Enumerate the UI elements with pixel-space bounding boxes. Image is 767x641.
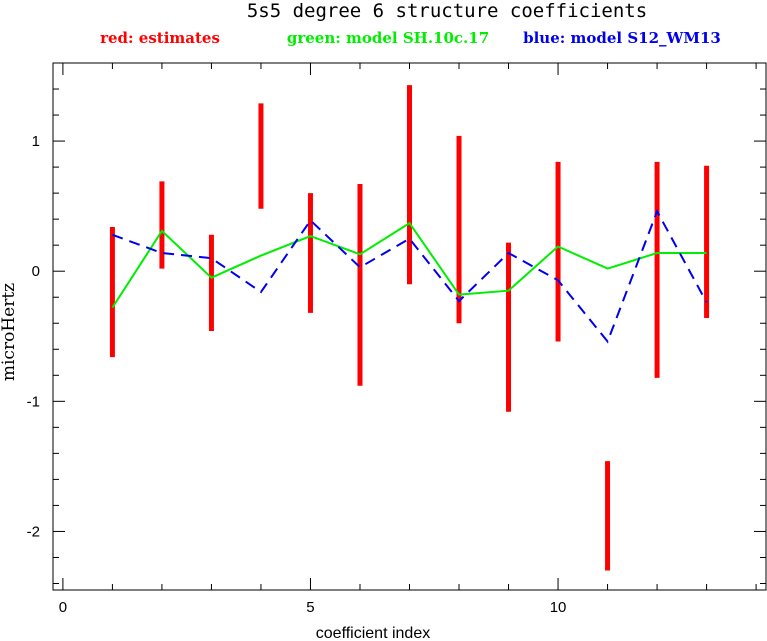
axes-layer: 0 5 10 -2 -1 0 1 [27,62,766,616]
x-tick-label: 0 [59,599,67,616]
legend-model-s12wm13: blue: model S12_WM13 [523,29,721,47]
x-axis-label: coefficient index [316,625,430,641]
model-sh10c17-line [111,221,707,309]
y-tick-label: 1 [32,133,40,150]
chart-title: 5s5 degree 6 structure coefficients [247,0,647,22]
legend-model-sh10c17: green: model SH.10c.17 [287,29,489,47]
model-lines-layer [111,208,708,344]
y-tick-label: -1 [27,393,40,410]
y-tick-label: 0 [32,263,40,280]
error-bars-layer [109,85,710,571]
y-tick-label: -2 [27,523,40,540]
x-tick-label: 5 [306,599,314,616]
y-axis-label: microHertz [0,283,19,381]
x-tick-label: 10 [550,599,567,616]
model-s12wm13-line [112,208,708,344]
legend-estimates: red: estimates [100,29,220,47]
